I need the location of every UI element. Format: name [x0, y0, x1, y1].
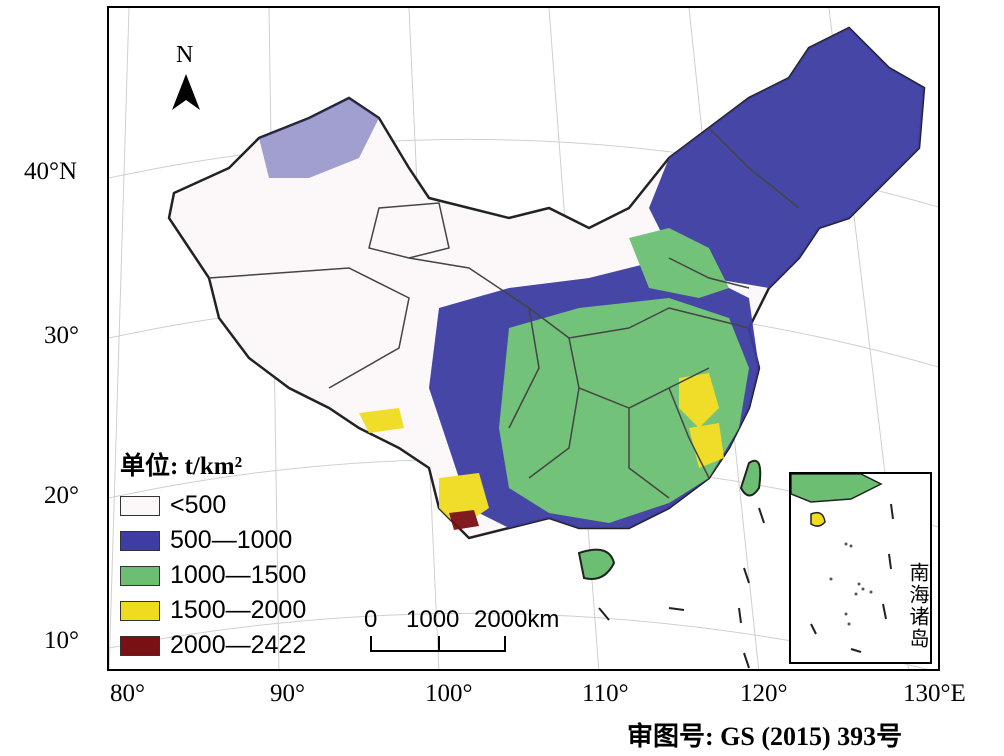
legend: 单位: t/km² <500 500—1000 1000—1500 1500—2…: [120, 446, 306, 663]
legend-item: 2000—2422: [120, 628, 306, 663]
longitude-label-120: 120°: [740, 680, 788, 707]
scale-line: [370, 650, 506, 652]
latitude-label-20: 20°: [44, 482, 79, 509]
approval-number: 审图号: GS (2015) 393号: [627, 722, 903, 751]
legend-label: 2000—2422: [170, 631, 307, 659]
scale-label-1000: 1000: [406, 606, 460, 633]
longitude-label-130: 130°E: [903, 680, 966, 707]
scale-tick: [370, 636, 372, 650]
scale-tick: [438, 636, 440, 650]
longitude-label-110: 110°: [582, 680, 629, 707]
longitude-label-90: 90°: [270, 680, 305, 707]
legend-label: <500: [170, 491, 227, 519]
legend-swatch: [120, 495, 160, 516]
province-boundaries: [208, 127, 800, 499]
legend-label: 500—1000: [170, 526, 293, 554]
legend-title: 单位: t/km²: [120, 453, 243, 480]
legend-swatch: [120, 600, 160, 621]
legend-label: 1000—1500: [170, 561, 307, 589]
north-arrow-icon: [172, 74, 200, 110]
legend-item: 500—1000: [120, 523, 306, 558]
value-regions: [259, 28, 924, 530]
map-canvas: [109, 8, 938, 669]
scale-label-2000: 2000km: [474, 606, 560, 633]
legend-swatch: [120, 565, 160, 586]
scale-tick: [504, 636, 506, 650]
longitude-label-80: 80°: [110, 680, 145, 707]
inset-canvas: [791, 474, 894, 653]
legend-item: <500: [120, 488, 306, 523]
latitude-label-40: 40°N: [24, 158, 78, 185]
south-china-sea-inset: 南海诸岛: [789, 472, 932, 664]
legend-swatch: [120, 530, 160, 551]
scale-label-0: 0: [364, 606, 378, 633]
north-arrow: N: [166, 42, 206, 114]
map-frame: [107, 6, 940, 671]
legend-item: 1500—2000: [120, 593, 306, 628]
legend-label: 1500—2000: [170, 596, 307, 624]
legend-item: 1000—1500: [120, 558, 306, 593]
legend-swatch: [120, 635, 160, 656]
north-letter: N: [176, 42, 194, 68]
latitude-label-10: 10°: [44, 627, 79, 654]
latitude-label-30: 30°: [44, 322, 79, 349]
inset-label: 南海诸岛: [906, 562, 928, 650]
scale-bar: 0 1000 2000km: [360, 606, 559, 656]
island-dashes: [598, 507, 765, 669]
longitude-label-100: 100°: [425, 680, 473, 707]
